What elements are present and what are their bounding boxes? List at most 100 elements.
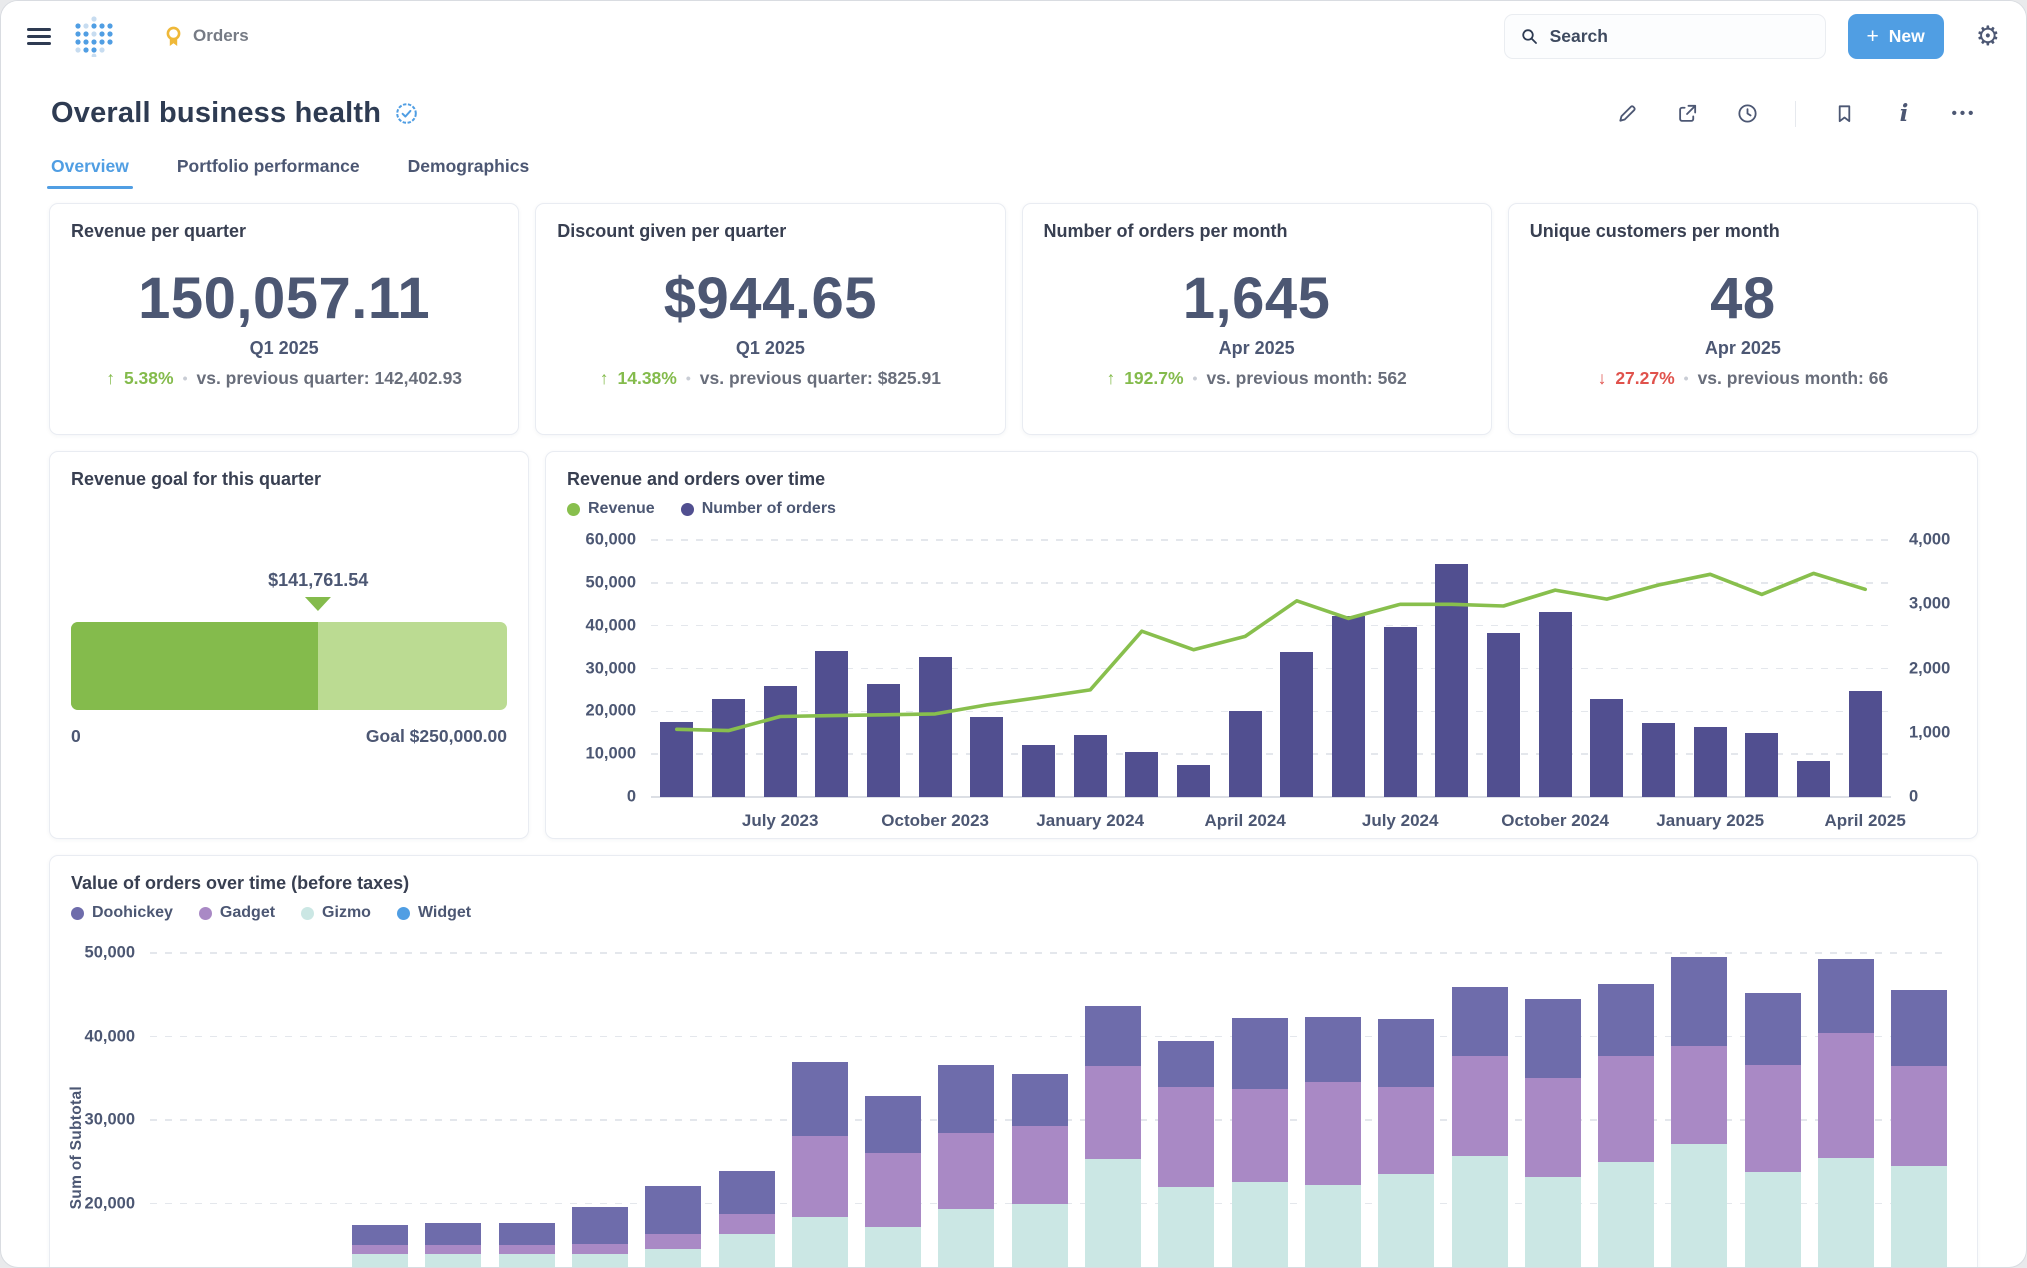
gizmo-segment[interactable]	[1011, 1203, 1068, 1267]
gizmo-segment[interactable]	[498, 1253, 555, 1267]
doohickey-segment[interactable]	[1231, 1018, 1288, 1090]
gizmo-segment[interactable]	[1891, 1165, 1948, 1267]
doohickey-segment[interactable]	[352, 1225, 408, 1246]
gadget-segment[interactable]	[938, 1133, 995, 1209]
orders-bar[interactable]	[1435, 564, 1469, 797]
gizmo-segment[interactable]	[938, 1208, 995, 1267]
revenue-orders-chart-card[interactable]: Revenue and orders over time Revenue Numb…	[545, 451, 1978, 839]
orders-bar[interactable]	[1073, 734, 1107, 797]
info-icon[interactable]: i	[1899, 100, 1909, 127]
doohickey-segment[interactable]	[1818, 958, 1874, 1034]
doohickey-segment[interactable]	[1158, 1040, 1215, 1088]
breadcrumb[interactable]: Orders	[163, 25, 249, 48]
orders-bar[interactable]	[1487, 633, 1520, 797]
gizmo-segment[interactable]	[1378, 1174, 1435, 1267]
doohickey-segment[interactable]	[498, 1222, 555, 1246]
orders-bar[interactable]	[1538, 611, 1572, 797]
search-input[interactable]	[1549, 25, 1809, 47]
orders-bar[interactable]	[918, 656, 952, 797]
gadget-segment[interactable]	[1744, 1064, 1801, 1172]
share-export-icon[interactable]	[1675, 102, 1699, 126]
stacked-chart-plot[interactable]: 50,000 40,000 30,000 20,000	[85, 928, 1950, 1267]
kpi-card-revenue-per-quarter[interactable]: Revenue per quarter 150,057.11 Q1 2025 ↑…	[49, 203, 520, 435]
gadget-segment[interactable]	[791, 1135, 848, 1217]
gizmo-segment[interactable]	[1818, 1158, 1874, 1267]
gizmo-segment[interactable]	[1158, 1186, 1215, 1267]
doohickey-segment[interactable]	[571, 1206, 628, 1244]
edit-pencil-icon[interactable]	[1615, 102, 1639, 126]
tab-overview[interactable]: Overview	[47, 156, 133, 189]
orders-bar[interactable]	[1280, 652, 1314, 797]
doohickey-segment[interactable]	[1011, 1074, 1068, 1126]
kpi-card-orders-per-month[interactable]: Number of orders per month 1,645 Apr 202…	[1021, 203, 1492, 435]
orders-bar[interactable]	[712, 698, 745, 797]
doohickey-segment[interactable]	[718, 1170, 775, 1214]
orders-bar[interactable]	[1745, 733, 1779, 797]
history-clock-icon[interactable]	[1735, 102, 1759, 126]
doohickey-segment[interactable]	[791, 1061, 848, 1136]
combo-chart-plot[interactable]: 0 10,000 20,000 30,000 40,000 50,000 60,000 0 1,…	[586, 531, 1951, 831]
gadget-segment[interactable]	[498, 1245, 555, 1254]
doohickey-segment[interactable]	[1598, 983, 1655, 1056]
metabase-logo-icon[interactable]	[73, 15, 115, 57]
gadget-segment[interactable]	[1231, 1089, 1288, 1182]
orders-bar[interactable]	[1177, 765, 1210, 797]
gizmo-segment[interactable]	[865, 1226, 922, 1267]
orders-bar[interactable]	[867, 684, 900, 797]
gadget-segment[interactable]	[571, 1243, 628, 1254]
orders-bar[interactable]	[1332, 615, 1365, 797]
orders-bar[interactable]	[1022, 744, 1055, 797]
gadget-segment[interactable]	[1304, 1082, 1361, 1186]
gadget-segment[interactable]	[1378, 1086, 1435, 1175]
gizmo-segment[interactable]	[645, 1249, 702, 1267]
legend-item-gizmo[interactable]: Gizmo	[301, 904, 371, 922]
doohickey-segment[interactable]	[1744, 993, 1801, 1065]
gizmo-segment[interactable]	[791, 1216, 848, 1267]
order-value-chart-card[interactable]: Value of orders over time (before taxes)…	[49, 855, 1978, 1267]
gadget-segment[interactable]	[1671, 1045, 1728, 1145]
tab-demographics[interactable]: Demographics	[407, 156, 530, 176]
bookmark-icon[interactable]	[1832, 102, 1856, 126]
gizmo-segment[interactable]	[1231, 1181, 1288, 1267]
gadget-segment[interactable]	[425, 1245, 482, 1254]
gizmo-segment[interactable]	[571, 1253, 628, 1267]
orders-bar[interactable]	[1590, 698, 1624, 797]
gadget-segment[interactable]	[645, 1234, 702, 1250]
gizmo-segment[interactable]	[425, 1253, 482, 1267]
sidebar-toggle-icon[interactable]	[27, 27, 51, 45]
doohickey-segment[interactable]	[1085, 1006, 1141, 1066]
settings-gear-icon[interactable]: ⚙	[1975, 20, 2000, 51]
revenue-goal-card[interactable]: Revenue goal for this quarter $141,761.5…	[49, 451, 529, 839]
gadget-segment[interactable]	[1524, 1078, 1581, 1177]
gadget-segment[interactable]	[1451, 1055, 1508, 1156]
gadget-segment[interactable]	[1158, 1087, 1215, 1187]
orders-bar[interactable]	[1848, 691, 1882, 797]
orders-bar[interactable]	[1797, 760, 1830, 797]
goal-progress-bar[interactable]	[71, 622, 507, 710]
orders-bar[interactable]	[815, 651, 849, 797]
doohickey-segment[interactable]	[425, 1222, 482, 1246]
gadget-segment[interactable]	[352, 1245, 408, 1254]
legend-item-revenue[interactable]: Revenue	[567, 500, 655, 518]
tab-portfolio-performance[interactable]: Portfolio performance	[176, 156, 360, 176]
legend-item-gadget[interactable]: Gadget	[198, 904, 275, 922]
more-options-icon[interactable]: •••	[1951, 105, 1977, 122]
gizmo-segment[interactable]	[1451, 1155, 1508, 1267]
doohickey-segment[interactable]	[1304, 1016, 1361, 1083]
doohickey-segment[interactable]	[938, 1064, 995, 1134]
orders-bar[interactable]	[1125, 752, 1159, 797]
legend-item-number-of-orders[interactable]: Number of orders	[680, 500, 836, 518]
gadget-segment[interactable]	[1891, 1065, 1948, 1166]
gizmo-segment[interactable]	[718, 1234, 775, 1267]
gizmo-segment[interactable]	[1744, 1171, 1801, 1267]
gizmo-segment[interactable]	[352, 1253, 408, 1267]
doohickey-segment[interactable]	[645, 1186, 702, 1235]
new-button[interactable]: + New	[1847, 13, 1944, 59]
gizmo-segment[interactable]	[1598, 1161, 1655, 1267]
orders-bar[interactable]	[1693, 726, 1727, 797]
gizmo-segment[interactable]	[1304, 1185, 1361, 1267]
gizmo-segment[interactable]	[1524, 1176, 1581, 1267]
gadget-segment[interactable]	[718, 1213, 775, 1235]
gizmo-segment[interactable]	[1671, 1144, 1728, 1267]
doohickey-segment[interactable]	[1451, 987, 1508, 1056]
